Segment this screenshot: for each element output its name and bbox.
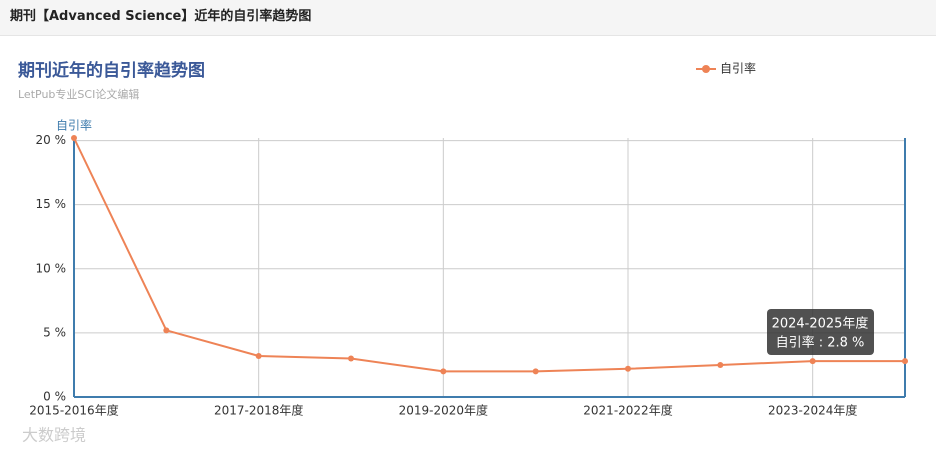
- point: [440, 368, 447, 375]
- y-tick-label: 10 %: [36, 261, 67, 275]
- x-tick-label: 2019-2020年度: [399, 403, 488, 418]
- point: [809, 358, 816, 365]
- line: [73, 137, 905, 373]
- point: [71, 135, 77, 141]
- chart: 期刊近年的自引率趋势图 LetPub专业SCI论文编辑 自引率 大数跨境 0 %…: [18, 60, 908, 445]
- legend-label: 自引率: [720, 61, 756, 76]
- point: [625, 365, 631, 372]
- point: [163, 327, 170, 334]
- tooltip-title: 2024-2025年度: [772, 316, 869, 332]
- point: [348, 355, 354, 362]
- watermark: 大数跨境: [22, 426, 86, 445]
- point: [255, 352, 262, 359]
- legend-dot: [702, 65, 710, 73]
- x-tick-label: 2015-2016年度: [29, 403, 118, 418]
- y-tick-label: 5 %: [43, 325, 66, 339]
- tooltip: [767, 309, 874, 355]
- point: [717, 361, 724, 368]
- x-tick-label: 2023-2024年度: [768, 403, 857, 418]
- chart-subtitle: LetPub专业SCI论文编辑: [18, 87, 139, 101]
- point: [532, 368, 539, 375]
- point: [902, 358, 908, 365]
- x-tick-label: 2017-2018年度: [214, 403, 303, 418]
- x-tick-label: 2021-2022年度: [583, 403, 672, 418]
- y-tick-label: 0 %: [43, 390, 66, 404]
- y-axis-name: 自引率: [56, 118, 92, 133]
- y-tick-label: 20 %: [36, 133, 67, 147]
- header-title: 期刊【Advanced Science】近年的自引率趋势图: [0, 0, 936, 36]
- chart-title: 期刊近年的自引率趋势图: [18, 60, 205, 81]
- y-tick-label: 15 %: [36, 197, 67, 211]
- tooltip-text: 自引率 : 2.8 %: [776, 335, 865, 351]
